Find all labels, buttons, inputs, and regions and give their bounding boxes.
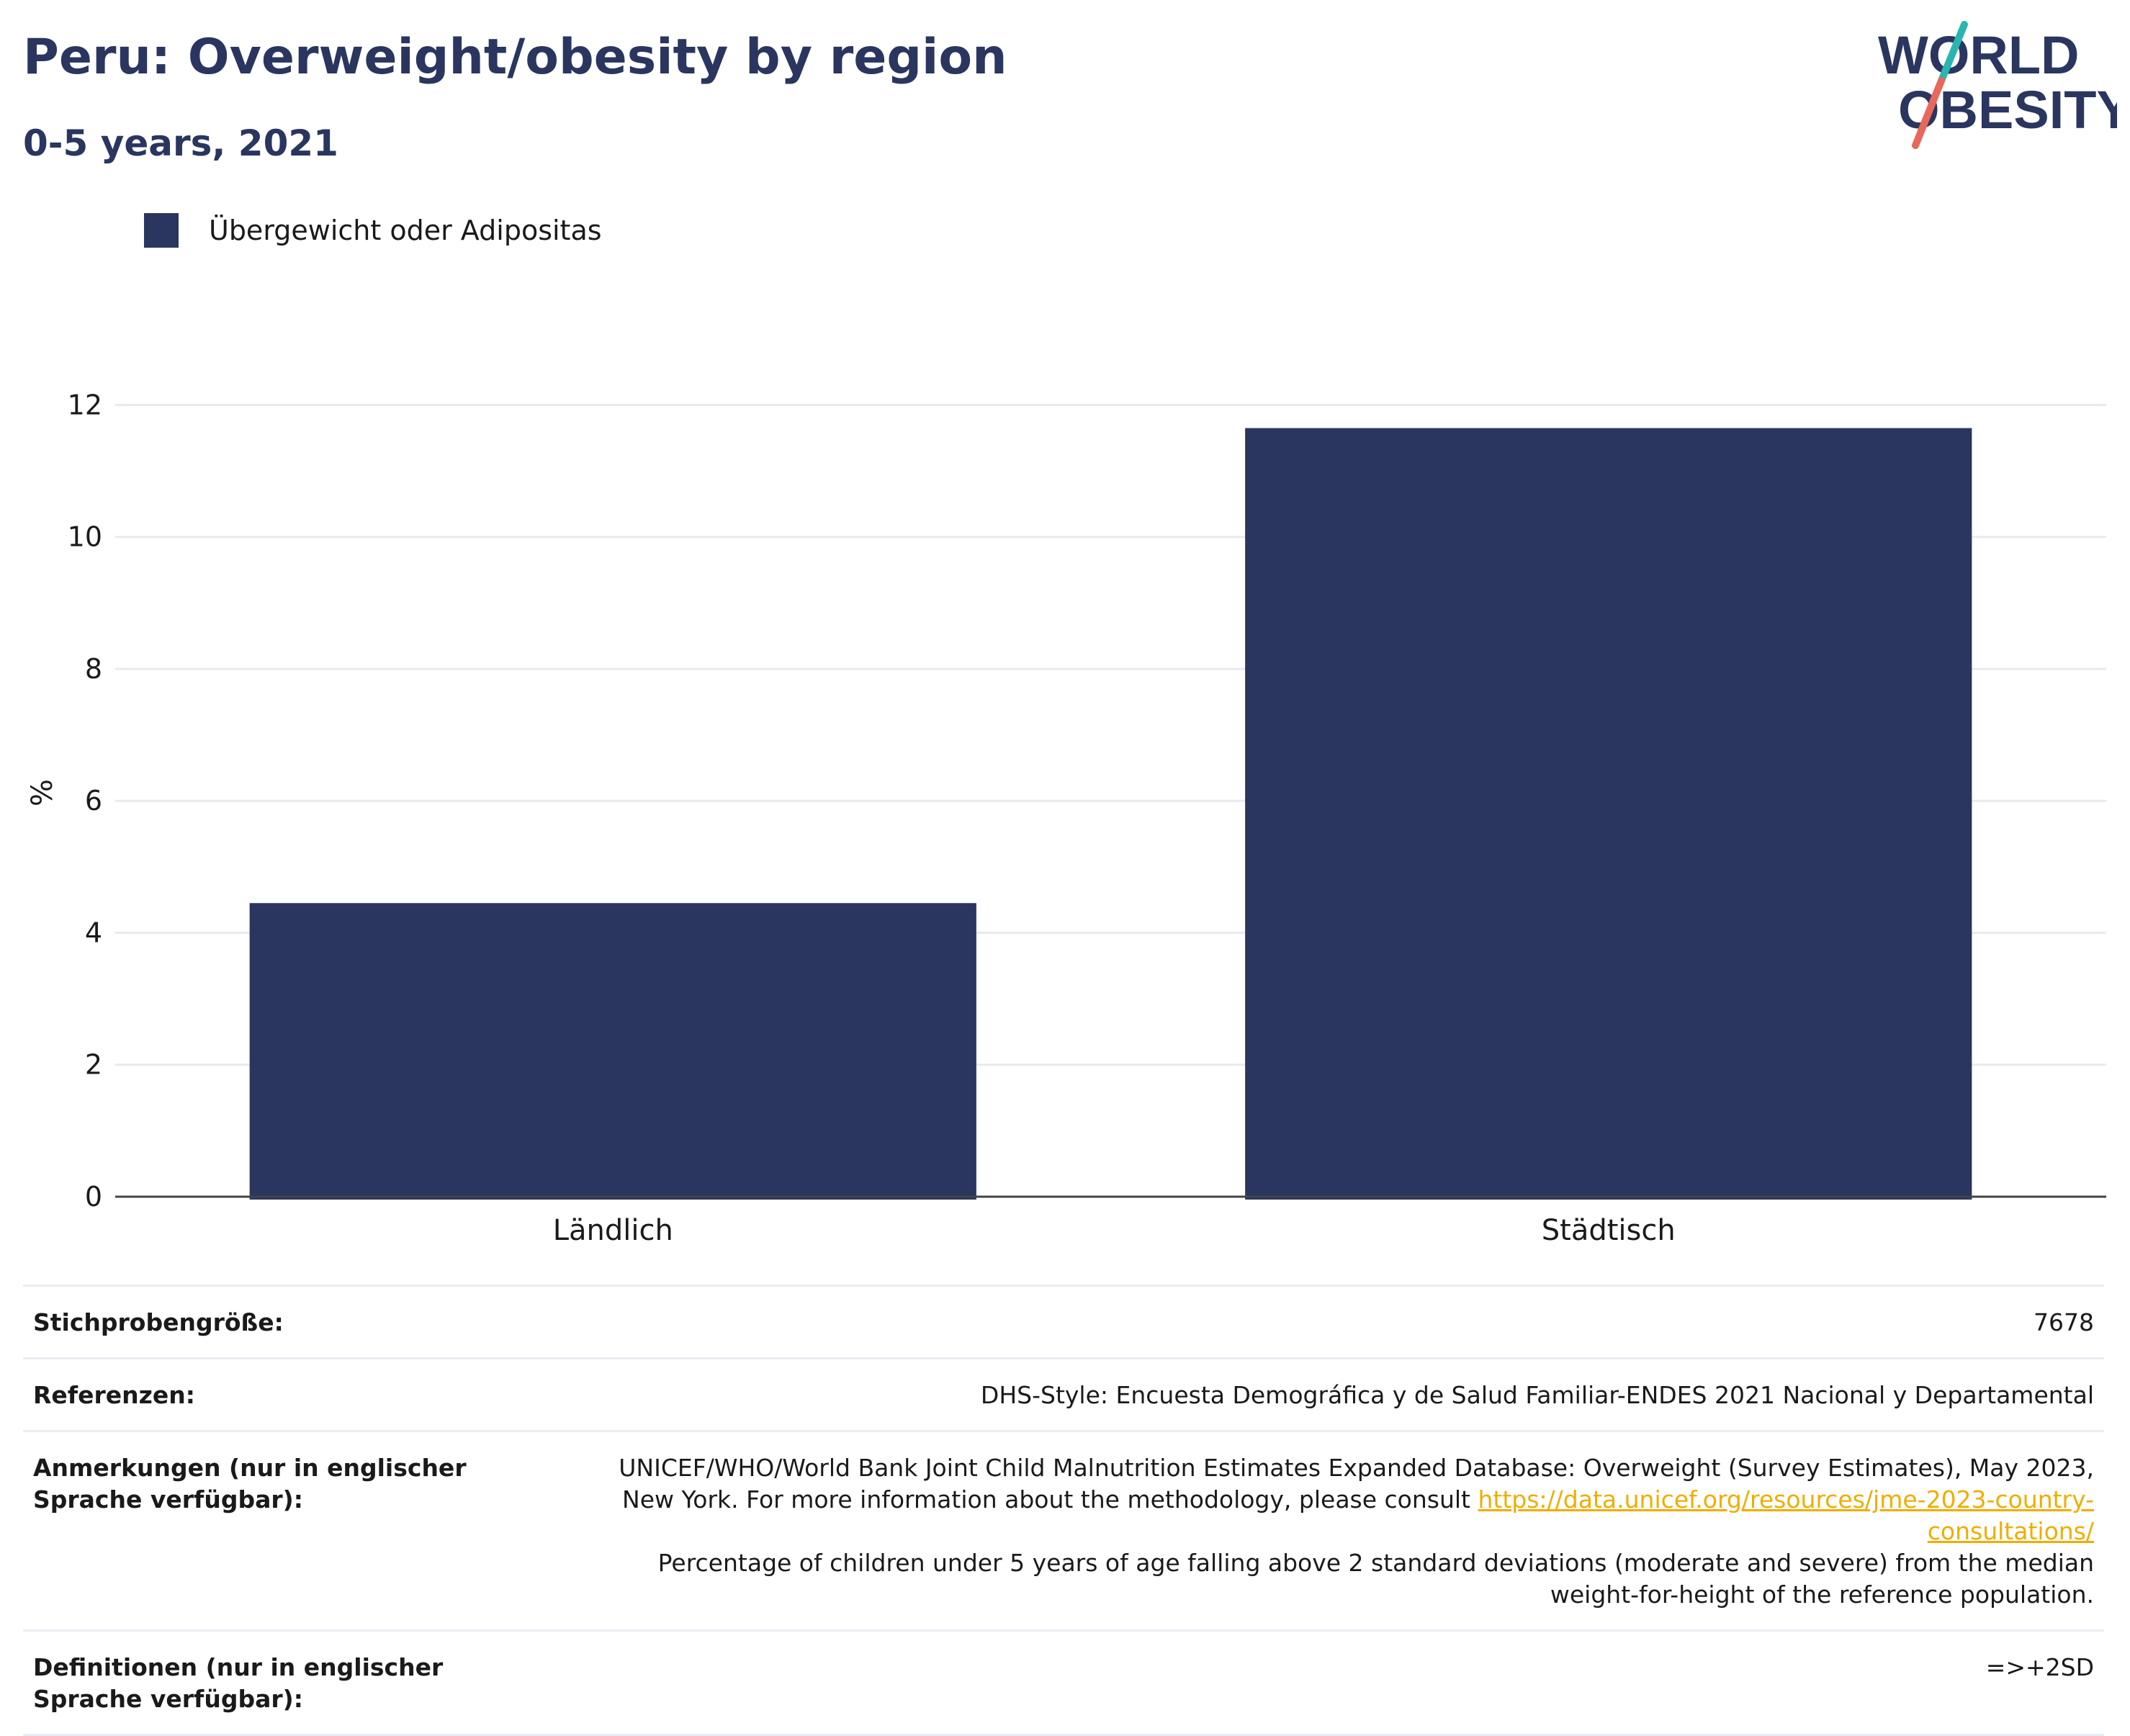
legend-label: Übergewicht oder Adipositas [209,215,602,246]
definitions-value: =>+2SD [1985,1653,2094,1681]
notes-label: Anmerkungen (nur in englischer Sprache v… [33,1454,467,1514]
notes-link[interactable]: https://data.unicef.org/resources/jme-20… [1478,1485,2095,1545]
y-tick-label: 8 [85,653,102,685]
info-row-notes: Anmerkungen (nur in englischer Sprache v… [23,1430,2104,1629]
info-row-references: Referenzen: DHS-Style: Encuesta Demográf… [23,1357,2104,1430]
references-value: DHS-Style: Encuesta Demográfica y de Sal… [980,1381,2094,1409]
bar-2 [1245,428,1972,1200]
chart-title: Peru: Overweight/obesity by region [23,29,1007,86]
x-tick-label: Ländlich [553,1214,673,1247]
x-tick-label: Städtisch [1542,1214,1676,1247]
notes-text-2: Percentage of children under 5 years of … [657,1549,2094,1609]
logo-line-1: WORLD [1878,25,2080,85]
bar-1 [249,903,976,1200]
info-row-definitions: Definitionen (nur in englischer Sprache … [23,1629,2104,1736]
bar-chart: 0 2 4 6 8 10 12% Ländlich Städtisch [26,389,2106,1247]
info-table: Stichprobengröße: 7678 Referenzen: DHS-S… [23,1285,2104,1736]
notes-text-1: UNICEF/WHO/World Bank Joint Child Malnut… [619,1454,2094,1514]
sample-size-label: Stichprobengröße: [33,1308,284,1336]
y-tick-label: 10 [68,521,102,553]
legend-swatch [144,213,179,248]
y-tick-label: 12 [68,389,102,420]
y-axis-title: % [26,779,59,806]
world-obesity-logo: WORLD OBESITY [1878,21,2117,149]
sample-size-value: 7678 [2034,1308,2094,1336]
chart-subtitle: 0-5 years, 2021 [23,122,338,164]
logo-slash-bottom [1912,77,1945,149]
y-tick-label: 6 [85,785,102,817]
notes-value: UNICEF/WHO/World Bank Joint Child Malnut… [596,1452,2094,1611]
y-tick-label: 2 [85,1049,102,1081]
info-row-sample-size: Stichprobengröße: 7678 [23,1285,2104,1357]
definitions-label: Definitionen (nur in englischer Sprache … [33,1653,444,1713]
y-tick-label: 0 [85,1181,102,1213]
references-label: Referenzen: [33,1381,195,1409]
chart-legend[interactable]: Übergewicht oder Adipositas [144,213,602,248]
y-tick-label: 4 [85,917,102,948]
logo-slash-top [1938,21,1968,84]
